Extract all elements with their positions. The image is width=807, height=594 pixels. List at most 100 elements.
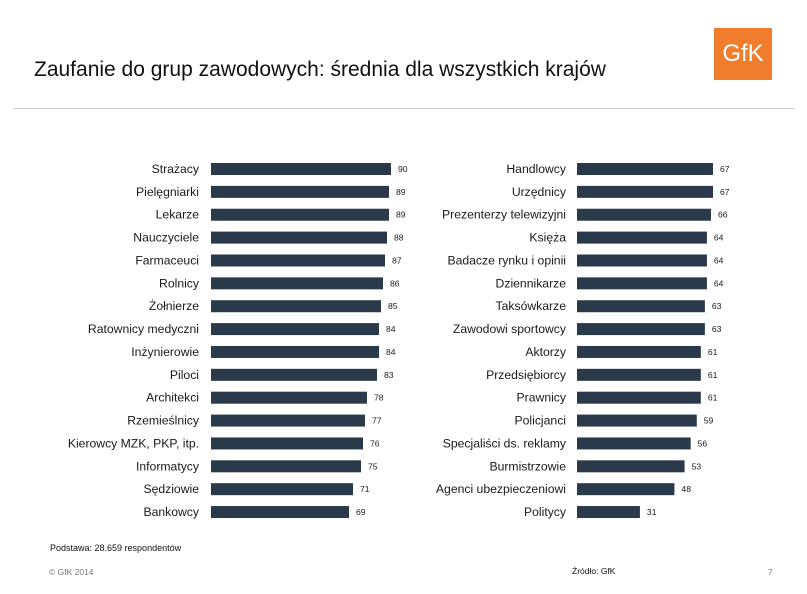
category-label: Nauczyciele bbox=[133, 231, 199, 245]
value-label: 64 bbox=[714, 278, 724, 288]
bar bbox=[577, 231, 707, 244]
category-label: Pielęgniarki bbox=[136, 185, 199, 199]
value-label: 59 bbox=[704, 416, 714, 426]
value-label: 88 bbox=[394, 233, 404, 243]
bar bbox=[577, 208, 711, 221]
category-label: Taksówkarze bbox=[496, 299, 567, 313]
header-divider bbox=[14, 108, 794, 109]
value-label: 78 bbox=[374, 393, 384, 403]
bar bbox=[577, 323, 705, 336]
chart-2: Handlowcy 67 Urzędnicy 67 Prezenterzy telewi… bbox=[436, 162, 730, 519]
bar bbox=[211, 460, 361, 473]
value-label: 86 bbox=[390, 278, 400, 288]
value-label: 77 bbox=[372, 416, 382, 426]
value-label: 31 bbox=[647, 507, 657, 517]
value-label: 89 bbox=[396, 210, 406, 220]
bar bbox=[577, 277, 707, 290]
category-label: Strażacy bbox=[152, 162, 200, 176]
page-number: 7 bbox=[768, 567, 773, 577]
category-label: Informatycy bbox=[136, 459, 200, 473]
category-label: Specjaliści ds. reklamy bbox=[443, 436, 567, 450]
value-label: 61 bbox=[708, 370, 718, 380]
category-label: Policjanci bbox=[515, 414, 566, 428]
category-label: Burmistrzowie bbox=[489, 459, 566, 473]
category-label: Kierowcy MZK, PKP, itp. bbox=[68, 436, 199, 450]
bar bbox=[577, 254, 707, 267]
value-label: 85 bbox=[388, 301, 398, 311]
category-label: Farmaceuci bbox=[135, 253, 199, 267]
value-label: 48 bbox=[681, 484, 691, 494]
category-label: Rzemieślnicy bbox=[127, 414, 200, 428]
bar bbox=[211, 231, 387, 244]
bar bbox=[211, 391, 367, 404]
bar bbox=[211, 163, 391, 175]
value-label: 53 bbox=[692, 461, 702, 471]
value-label: 69 bbox=[356, 507, 366, 517]
category-label: Sędziowie bbox=[143, 482, 199, 496]
value-label: 63 bbox=[712, 301, 722, 311]
page-title: Zaufanie do grup zawodowych: średnia dla… bbox=[34, 58, 606, 81]
gfk-logo: GfK bbox=[714, 28, 772, 80]
value-label: 61 bbox=[708, 347, 718, 357]
category-label: Politycy bbox=[524, 505, 567, 519]
bar bbox=[577, 368, 701, 381]
category-label: Handlowcy bbox=[506, 162, 567, 176]
category-label: Agenci ubezpieczeniowi bbox=[436, 482, 566, 496]
bar bbox=[577, 437, 691, 450]
category-label: Urzędnicy bbox=[512, 185, 567, 199]
category-label: Zawodowi sportowcy bbox=[453, 322, 567, 336]
bar bbox=[211, 345, 379, 358]
value-label: 67 bbox=[720, 164, 730, 174]
bar bbox=[577, 300, 705, 313]
source-note: Źródło: GfK bbox=[572, 566, 616, 576]
value-label: 64 bbox=[714, 233, 724, 243]
sample-basis-note: Podstawa: 28.659 respondentów bbox=[50, 543, 182, 553]
bar bbox=[211, 277, 383, 290]
category-label: Dziennikarze bbox=[496, 276, 567, 290]
chart-1: Strażacy 90 Pielęgniarki 89 Lekarze 89 Nauczyc… bbox=[68, 162, 408, 519]
bar bbox=[211, 208, 389, 221]
bar bbox=[211, 483, 353, 496]
value-label: 75 bbox=[368, 461, 378, 471]
category-label: Lekarze bbox=[156, 208, 200, 222]
category-label: Badacze rynku i opinii bbox=[447, 253, 566, 267]
bar bbox=[577, 185, 713, 198]
bar bbox=[211, 437, 363, 450]
category-label: Rolnicy bbox=[159, 276, 200, 290]
bar bbox=[211, 368, 377, 381]
category-label: Piloci bbox=[170, 368, 199, 382]
value-label: 56 bbox=[698, 438, 708, 448]
category-label: Architekci bbox=[146, 391, 199, 405]
value-label: 84 bbox=[386, 324, 396, 334]
bar bbox=[211, 254, 385, 267]
value-label: 76 bbox=[370, 438, 380, 448]
value-label: 63 bbox=[712, 324, 722, 334]
value-label: 67 bbox=[720, 187, 730, 197]
value-label: 61 bbox=[708, 393, 718, 403]
value-label: 90 bbox=[398, 164, 408, 174]
bar bbox=[577, 391, 701, 404]
bar bbox=[577, 163, 713, 175]
bar bbox=[211, 414, 365, 427]
value-label: 83 bbox=[384, 370, 394, 380]
bar bbox=[211, 185, 389, 198]
bar bbox=[577, 483, 675, 496]
category-label: Przedsiębiorcy bbox=[486, 368, 567, 382]
category-label: Księża bbox=[529, 231, 566, 245]
copyright: © GfK 2014 bbox=[49, 567, 94, 577]
bar bbox=[211, 323, 379, 336]
value-label: 66 bbox=[718, 210, 728, 220]
bar bbox=[577, 345, 701, 358]
category-label: Prezenterzy telewizyjni bbox=[442, 208, 566, 222]
value-label: 87 bbox=[392, 255, 402, 265]
category-label: Prawnicy bbox=[517, 391, 567, 405]
bar bbox=[211, 506, 349, 519]
bar bbox=[577, 414, 697, 427]
category-label: Aktorzy bbox=[525, 345, 567, 359]
bar bbox=[577, 460, 685, 473]
category-label: Żołnierze bbox=[149, 299, 199, 313]
value-label: 64 bbox=[714, 255, 724, 265]
bar bbox=[577, 506, 640, 519]
bar bbox=[211, 300, 381, 313]
